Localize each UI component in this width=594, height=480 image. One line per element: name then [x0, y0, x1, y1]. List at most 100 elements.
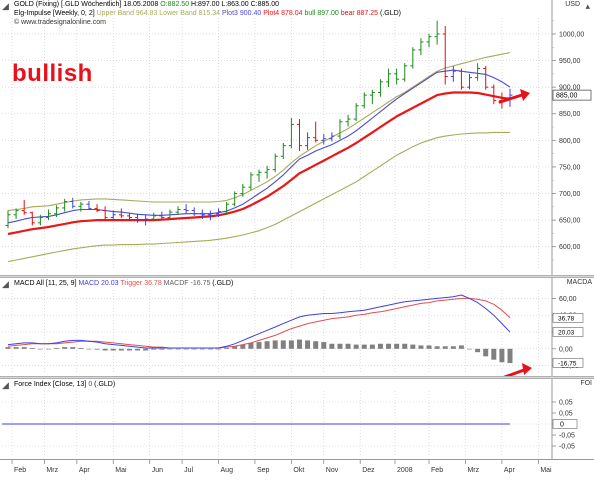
header-segment: (.GLD): [212, 280, 234, 287]
pane-menu-icon[interactable]: ◢: [2, 380, 9, 390]
force-tick-label: 0,05: [559, 400, 573, 407]
macdf-bar: [418, 345, 424, 349]
macdf-bar: [491, 348, 497, 360]
last-price-label: 885,00: [556, 93, 578, 100]
time-tick-label: Feb: [431, 467, 443, 474]
time-tick-label: Mai: [540, 467, 552, 474]
macdf-bar: [240, 344, 246, 349]
macdf-bar: [483, 348, 489, 357]
force-scale-label: FOI: [580, 380, 592, 387]
macdf-bar: [296, 339, 302, 349]
time-tick-label: Mrz: [467, 467, 479, 474]
pane-maximize-icon[interactable]: ▴: [585, 1, 590, 11]
time-tick-label: Apr: [79, 467, 91, 474]
price-scale-label: USD: [565, 1, 580, 8]
macdf-bar: [329, 343, 335, 349]
time-axis: Feb Mrz Apr Mai Jun Jul Aug Sep Okt Nov Dez 2008 Feb…: [0, 459, 594, 474]
macdf-bar: [369, 344, 375, 349]
macdf-bar: [118, 348, 124, 351]
header-segment: bull 897.00: [304, 10, 341, 17]
price-tick-label: 750,00: [559, 164, 581, 171]
force-pane[interactable]: ◢ Force Index [Close, 13] 0 (.GLD) FOI 0…: [0, 379, 594, 459]
macdf-bar: [426, 345, 432, 349]
pane-menu-icon[interactable]: ◢: [2, 279, 9, 289]
header-segment: Upper Band 964.83: [96, 10, 160, 17]
header-segment: Force Index [Close, 13]: [14, 381, 89, 388]
header-segment: Plot3 900.40: [221, 10, 264, 17]
bullish-annotation: bullish: [12, 60, 93, 87]
macdf-bar: [232, 346, 238, 349]
macd-value-label: 36,78: [558, 315, 575, 322]
lower-band-line: [7, 131, 510, 263]
header-segment: Trigger 36.78: [120, 280, 164, 287]
macdf-bar: [167, 348, 173, 350]
time-tick-label: Nov: [326, 467, 339, 474]
macdf-bar: [216, 348, 222, 350]
macdf-bar: [94, 348, 100, 350]
macd-indicator-line: MACD All [11, 25, 9] MACD 20.03 Trigger …: [14, 279, 233, 288]
price-title-line: GOLD (Fixing) [.GLD Wöchentlich] 18.05.2…: [14, 0, 279, 9]
time-tick-label: Jul: [184, 467, 193, 474]
macdf-bar: [29, 347, 35, 349]
time-tick-label: Dez: [362, 467, 375, 474]
macdf-bar: [272, 340, 278, 349]
macdf-bar: [361, 344, 367, 349]
force-value-label: 0: [560, 422, 564, 429]
macdf-bar: [321, 342, 327, 349]
price-tick-label: 650,00: [559, 218, 581, 225]
header-segment: Plot4 878.04: [263, 10, 305, 17]
macd-chart[interactable]: 60,0040,0020,000,00-20,0036,7820,03-16,7…: [0, 278, 594, 376]
force-tick-label: -0,05: [559, 433, 575, 440]
price-tick-label: 1000,00: [559, 31, 584, 38]
pane-divider[interactable]: [0, 376, 594, 379]
price-chart[interactable]: 1000,00 950,00 900,00 850,00 800,00 750,00 700…: [0, 0, 594, 275]
arrow-head-icon: [522, 363, 532, 375]
macdf-bar: [434, 346, 440, 349]
macdf-bar: [288, 340, 294, 349]
macdf-bar: [110, 348, 116, 351]
macdf-bar: [135, 348, 141, 351]
macdf-bar: [62, 347, 68, 349]
macdf-bar: [337, 343, 343, 349]
macdf-bar: [458, 345, 464, 349]
macdf-bar: [313, 341, 319, 349]
macdf-bar: [45, 348, 51, 350]
macdf-bar: [256, 342, 262, 349]
macdf-bar: [78, 347, 84, 349]
watermark: © www.tradesignalonline.com: [14, 19, 106, 26]
macdf-bar: [264, 341, 270, 349]
macd-value-tag: [552, 358, 584, 368]
price-tick-label: 950,00: [559, 58, 581, 65]
macdf-bar: [475, 348, 481, 353]
macd-value-label: -16,75: [558, 360, 577, 367]
macd-pane[interactable]: ◢ MACD All [11, 25, 9] MACD 20.03 Trigge…: [0, 278, 594, 376]
macd-scale-label: MACDA: [566, 279, 592, 286]
force-chart[interactable]: 0,05 0,05 -0,05 -0,05 0: [0, 379, 594, 459]
pane-menu-icon[interactable]: ◢: [2, 1, 9, 11]
last-price-tag: [552, 89, 592, 101]
macd-tick-label: 0,00: [559, 346, 573, 353]
macdf-bar: [21, 347, 27, 349]
ema-fast-line: [7, 69, 511, 224]
force-tick-label: -0,05: [559, 444, 575, 451]
price-tick-label: 700,00: [559, 191, 581, 198]
upper-band-line: [7, 52, 511, 212]
header-segment: MACD 20.03: [78, 280, 121, 287]
macdf-bar: [143, 348, 149, 351]
header-segment: O:882.50: [160, 1, 192, 8]
macdf-bar: [126, 348, 132, 351]
price-pane[interactable]: ◢ GOLD (Fixing) [.GLD Wöchentlich] 18.05…: [0, 0, 594, 275]
macdf-bar: [248, 342, 254, 349]
header-segment: MACDF -16.75: [163, 280, 213, 287]
time-tick-label: Mai: [115, 467, 127, 474]
macdf-bar: [5, 347, 11, 349]
header-segment: GOLD (Fixing) [.GLD Wöchentlich] 18.05.2…: [14, 1, 161, 8]
macdf-bar: [507, 348, 513, 364]
price-tick-label: 850,00: [559, 111, 581, 118]
header-segment: Elg-Impulse [Weekly, 0, 2]: [14, 10, 97, 17]
macdf-bar: [377, 343, 383, 349]
macdf-bar: [102, 348, 108, 351]
macdf-bar: [191, 348, 197, 350]
pane-divider[interactable]: [0, 275, 594, 278]
macdf-bar: [386, 343, 392, 349]
